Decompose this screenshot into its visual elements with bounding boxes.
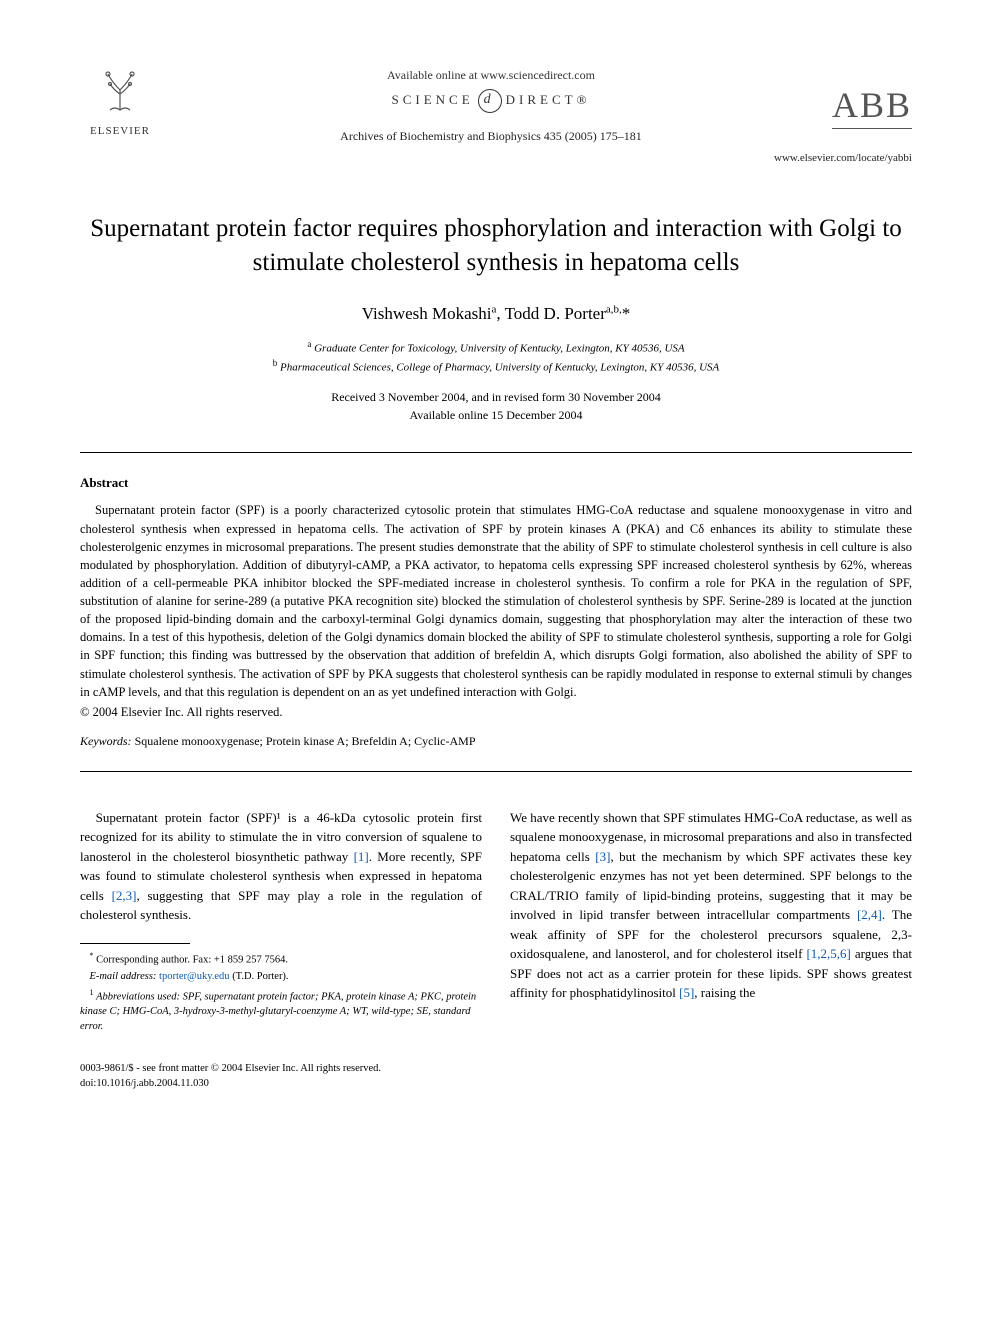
footnote-corresponding: * Corresponding author. Fax: +1 859 257 … — [80, 950, 482, 968]
ref-link[interactable]: [2,4] — [857, 907, 882, 922]
authors-text: Vishwesh Mokashia, Todd D. Portera,b,* — [362, 304, 631, 323]
keywords-text: Squalene monooxygenase; Protein kinase A… — [132, 734, 476, 748]
column-right: We have recently shown that SPF stimulat… — [510, 808, 912, 1036]
page-container: ELSEVIER Available online at www.science… — [0, 0, 992, 1132]
journal-logo-block: ABB — [822, 60, 912, 129]
col2-paragraph: We have recently shown that SPF stimulat… — [510, 808, 912, 1003]
footer-line-2: doi:10.1016/j.abb.2004.11.030 — [80, 1077, 912, 1092]
elsevier-tree-icon — [80, 60, 160, 125]
online-date: Available online 15 December 2004 — [80, 406, 912, 424]
abstract-section: Abstract Supernatant protein factor (SPF… — [80, 475, 912, 748]
center-header: Available online at www.sciencedirect.co… — [160, 60, 822, 144]
abstract-heading: Abstract — [80, 475, 912, 491]
email-link[interactable]: tporter@uky.edu — [159, 971, 230, 982]
authors-line: Vishwesh Mokashia, Todd D. Portera,b,* — [80, 304, 912, 325]
keywords-label: Keywords: — [80, 734, 132, 748]
abstract-copyright: © 2004 Elsevier Inc. All rights reserved… — [80, 705, 912, 720]
abstract-text: Supernatant protein factor (SPF) is a po… — [80, 501, 912, 700]
sd-left: SCIENCE — [392, 92, 474, 107]
col1-paragraph: Supernatant protein factor (SPF)¹ is a 4… — [80, 808, 482, 925]
ref-link[interactable]: [3] — [595, 849, 610, 864]
sd-right: DIRECT® — [506, 92, 591, 107]
sd-d-icon: d — [478, 89, 502, 113]
header-row: ELSEVIER Available online at www.science… — [80, 60, 912, 144]
divider-top — [80, 452, 912, 453]
sciencedirect-logo: SCIENCE d DIRECT® — [160, 89, 822, 113]
footnote-email: E-mail address: tporter@uky.edu (T.D. Po… — [80, 970, 482, 985]
affiliation-b: b Pharmaceutical Sciences, College of Ph… — [80, 357, 912, 376]
footnote-abbreviations: 1 Abbreviations used: SPF, supernatant p… — [80, 987, 482, 1035]
available-online-text: Available online at www.sciencedirect.co… — [160, 68, 822, 83]
column-left: Supernatant protein factor (SPF)¹ is a 4… — [80, 808, 482, 1036]
citation-line: Archives of Biochemistry and Biophysics … — [160, 129, 822, 144]
footnote-separator — [80, 943, 190, 944]
dates-block: Received 3 November 2004, and in revised… — [80, 388, 912, 424]
keywords-line: Keywords: Squalene monooxygenase; Protei… — [80, 734, 912, 749]
ref-link[interactable]: [5] — [679, 985, 694, 1000]
body-columns: Supernatant protein factor (SPF)¹ is a 4… — [80, 808, 912, 1036]
ref-link[interactable]: [1] — [354, 849, 369, 864]
footer-bar: 0003-9861/$ - see front matter © 2004 El… — [80, 1062, 912, 1091]
affiliations: a Graduate Center for Toxicology, Univer… — [80, 338, 912, 376]
journal-logo: ABB — [832, 84, 912, 129]
footer-line-1: 0003-9861/$ - see front matter © 2004 El… — [80, 1062, 912, 1077]
ref-link[interactable]: [2,3] — [112, 888, 137, 903]
publisher-name: ELSEVIER — [80, 125, 160, 137]
received-date: Received 3 November 2004, and in revised… — [80, 388, 912, 406]
affiliation-a: a Graduate Center for Toxicology, Univer… — [80, 338, 912, 357]
article-title: Supernatant protein factor requires phos… — [80, 212, 912, 280]
divider-bottom — [80, 771, 912, 772]
footnotes: * Corresponding author. Fax: +1 859 257 … — [80, 950, 482, 1034]
ref-link[interactable]: [1,2,5,6] — [806, 946, 850, 961]
publisher-logo: ELSEVIER — [80, 60, 160, 137]
locate-url: www.elsevier.com/locate/yabbi — [80, 152, 912, 164]
